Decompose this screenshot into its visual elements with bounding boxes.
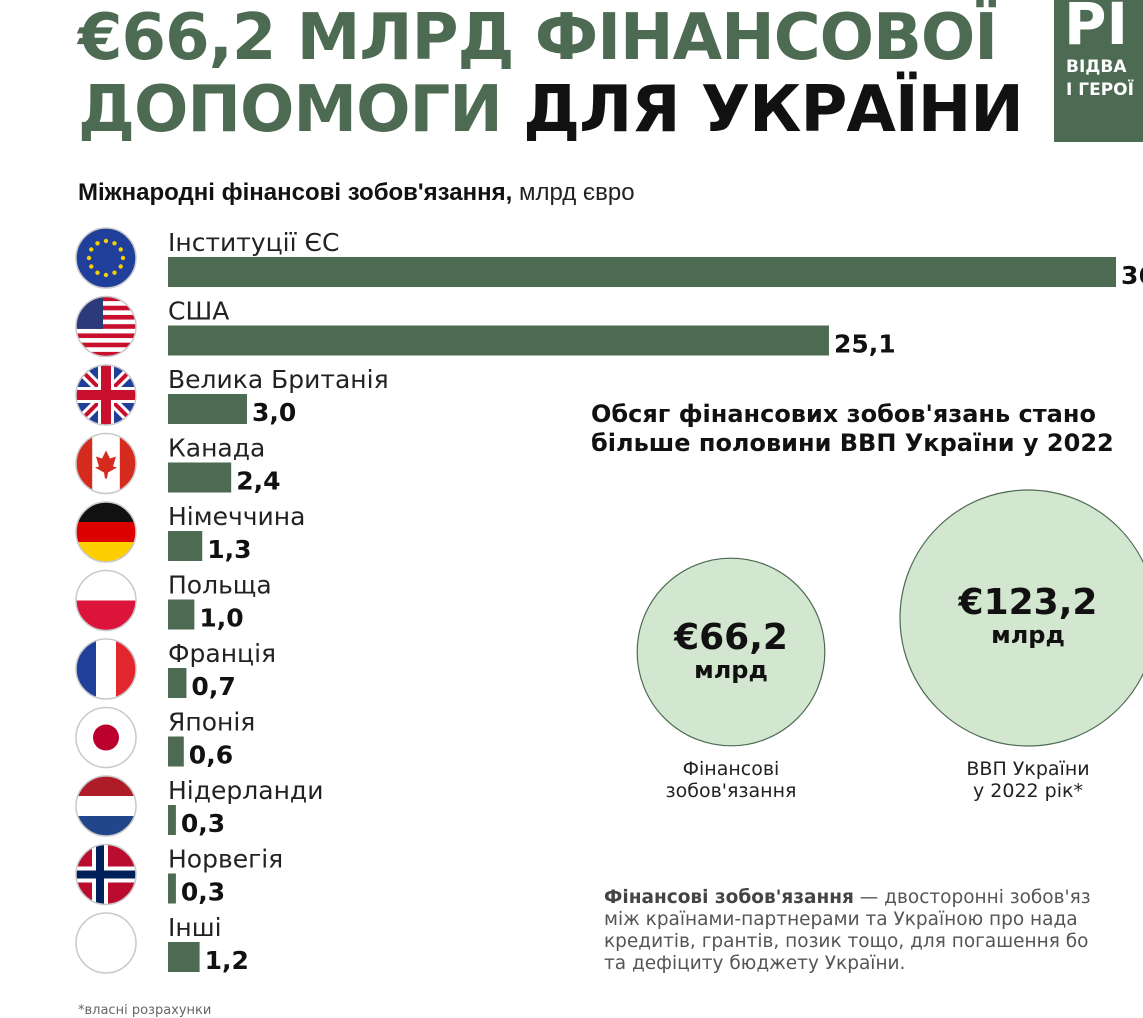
bar — [168, 668, 187, 698]
eu-flag-icon — [75, 227, 137, 289]
france-flag-icon — [75, 638, 137, 700]
chart-subtitle-text: Міжнародні фінансові зобов'язання, — [78, 179, 513, 206]
page-title-line-2: ДОПОМОГИ ДЛЯ УКРАЇНИ — [78, 78, 1024, 142]
bar-category-label: США — [168, 297, 229, 326]
norway-flag-icon — [75, 843, 137, 906]
bar-category-label: Канада — [168, 434, 265, 463]
uk-flag-icon — [75, 364, 137, 426]
bubble-headline: Обсяг фінансових зобов'язань стано більш… — [591, 400, 1114, 458]
bar — [168, 736, 184, 767]
bar-value-label: 0,3 — [181, 878, 225, 907]
bar-value-label: 0,6 — [189, 741, 233, 770]
poland-flag-icon — [75, 569, 137, 632]
bar-value-label: 1,2 — [205, 946, 249, 975]
bar-category-label: Інституції ЄС — [168, 228, 339, 257]
bar — [168, 531, 203, 561]
usa-flag-icon — [75, 295, 137, 358]
japan-flag-icon — [75, 706, 137, 769]
bubble-caption: ВВП України у 2022 рік* — [966, 758, 1090, 802]
bar — [168, 805, 176, 835]
headline-line-2: більше половини ВВП України у 2022 — [591, 429, 1114, 457]
bubble — [636, 557, 826, 747]
bar-value-label: 36,0 — [1121, 261, 1143, 290]
bar-category-label: Нідерланди — [168, 776, 323, 805]
bar-value-label: 1,3 — [207, 535, 251, 564]
definition-line-1: — двосторонні зобов'яз — [853, 887, 1091, 908]
bubble-value: €66,2 млрд — [674, 617, 788, 684]
germany-flag-icon — [75, 501, 137, 563]
other-blank-icon — [75, 912, 137, 974]
definition-line-3: кредитів, грантів, позик тощо, для погаш… — [604, 931, 1089, 952]
definition-term: Фінансові зобов'язання — [604, 887, 854, 908]
bar-category-label: Японія — [168, 708, 255, 737]
bars-group: Інституції ЄС 36,0 США 25,1 Велика Британія 3… — [168, 228, 1143, 975]
bar-category-label: Польща — [168, 571, 272, 600]
bar-category-label: Інші — [168, 913, 222, 942]
bar — [168, 394, 247, 424]
canada-flag-icon — [75, 432, 137, 495]
bubbles-group — [636, 489, 1143, 747]
bar-value-label: 1,0 — [199, 604, 243, 633]
chart-unit: млрд євро — [518, 179, 635, 206]
headline-line-1: Обсяг фінансових зобов'язань стано — [591, 400, 1096, 428]
brand-logo: РІ ВІДВА І ГЕРОЇ — [1054, 0, 1143, 142]
bar — [168, 873, 176, 904]
bar-category-label: Велика Британія — [168, 365, 389, 394]
chart-subtitle: Міжнародні фінансові зобов'язання, млрд … — [78, 179, 635, 207]
bar-value-label: 25,1 — [834, 330, 896, 359]
definition-text: Фінансові зобов'язання — двосторонні зоб… — [604, 887, 1091, 975]
definition-line-4: та дефіциту бюджету України. — [604, 953, 906, 974]
bar — [168, 462, 232, 493]
title-green-part: ДОПОМОГИ — [78, 73, 503, 147]
title-dark-part: ДЛЯ УКРАЇНИ — [523, 73, 1024, 147]
logo-text-1: ВІДВА — [1066, 57, 1127, 77]
bubble-value: €123,2 млрд — [958, 582, 1098, 649]
netherlands-flag-icon — [75, 775, 137, 837]
logo-letters: РІ — [1064, 0, 1129, 58]
bar-value-label: 0,3 — [181, 809, 225, 838]
bar — [168, 942, 200, 972]
bar — [168, 325, 829, 356]
page-title-line-1: €66,2 МЛРД ФІНАНСОВОЇ — [78, 1, 998, 75]
bubble-caption: Фінансові зобов'язання — [665, 758, 797, 802]
bar — [168, 599, 195, 630]
bar-category-label: Норвегія — [168, 845, 283, 874]
footnote: *власні розрахунки — [78, 1003, 212, 1018]
definition-line-2: між країнами-партнерами та Україною про … — [604, 909, 1078, 930]
bubble — [899, 489, 1143, 747]
bar-category-label: Франція — [168, 639, 276, 668]
logo-text-2: І ГЕРОЇ — [1066, 80, 1134, 100]
bar-value-label: 3,0 — [252, 398, 296, 427]
flags-group — [75, 227, 137, 974]
bar-value-label: 2,4 — [236, 467, 280, 496]
bar-category-label: Німеччина — [168, 502, 305, 531]
bar — [168, 257, 1116, 287]
bar-value-label: 0,7 — [191, 672, 235, 701]
